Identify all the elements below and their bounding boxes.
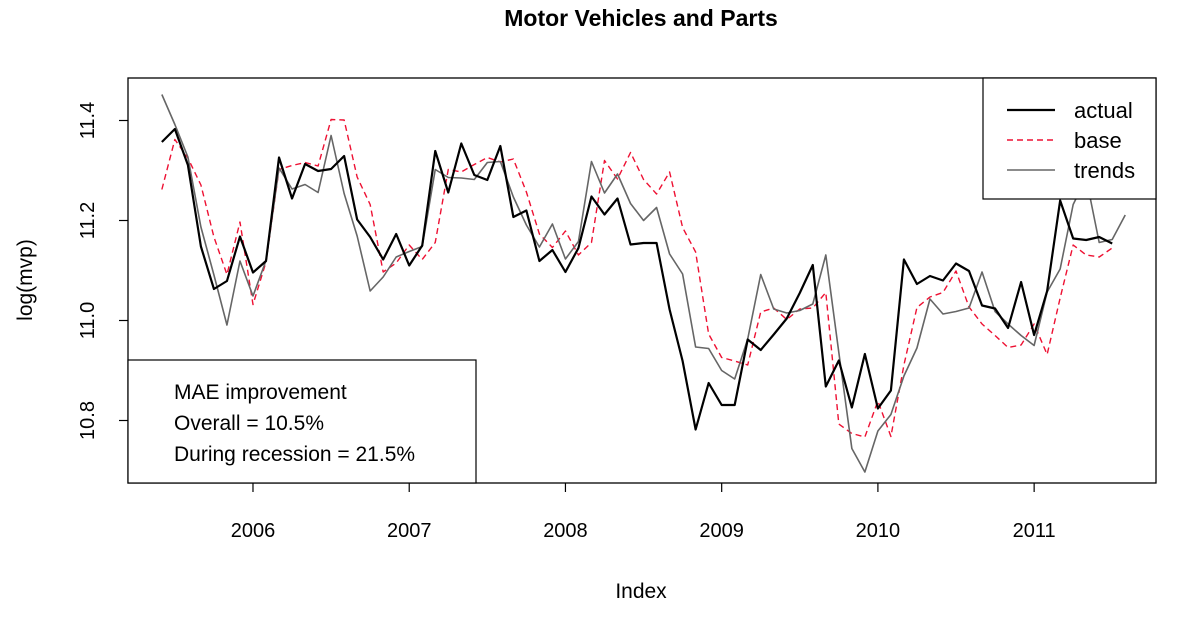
annotation-box: MAE improvement Overall = 10.5% During r…	[127, 359, 477, 484]
x-tick-label: 2010	[856, 520, 901, 542]
annotation-line-3: During recession = 21.5%	[174, 443, 415, 466]
y-tick-label: 10.8	[77, 401, 99, 440]
legend-label-base: base	[1074, 128, 1122, 153]
x-axis: 2006 2007 2008 2009 2010 2011	[231, 483, 1056, 542]
plot-frame	[127, 77, 1157, 484]
series-line-actual	[161, 127, 1113, 431]
y-tick-label: 11.0	[77, 302, 99, 339]
legend-items: actual base trends	[1007, 98, 1135, 183]
x-tick-label: 2009	[699, 520, 744, 542]
y-tick-label: 11.4	[77, 102, 99, 139]
y-axis-label: log(mvp)	[14, 239, 37, 321]
x-tick-label: 2011	[1013, 520, 1056, 542]
series-line-trends	[161, 94, 1126, 473]
legend-box	[982, 77, 1157, 200]
chart-title: Motor Vehicles and Parts	[504, 5, 778, 31]
annotation-frame	[127, 359, 477, 484]
y-axis: 10.8 11.0 11.2 11.4	[77, 102, 128, 440]
annotation-line-2: Overall = 10.5%	[174, 412, 324, 435]
series-line-base	[161, 118, 1113, 438]
series-layer	[161, 94, 1126, 473]
y-tick-label: 11.2	[77, 202, 99, 239]
annotation-line-1: MAE improvement	[174, 381, 347, 404]
legend-label-actual: actual	[1074, 98, 1133, 123]
legend-label-trends: trends	[1074, 158, 1135, 183]
x-tick-label: 2008	[543, 520, 588, 542]
x-tick-label: 2006	[231, 520, 276, 542]
x-axis-label: Index	[615, 580, 667, 603]
x-tick-label: 2007	[387, 520, 432, 542]
legend: actual base trends	[982, 77, 1157, 200]
